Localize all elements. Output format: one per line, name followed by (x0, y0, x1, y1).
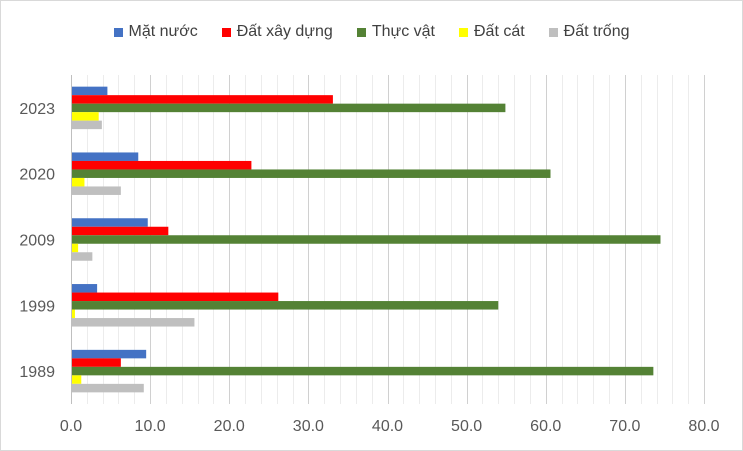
x-tick-label: 60.0 (530, 418, 561, 435)
y-tick-label: 2023 (19, 101, 55, 118)
legend-item-dat-trong: Đất trống (548, 23, 630, 41)
x-tick-label: 30.0 (293, 418, 324, 435)
y-tick-label: 2009 (19, 233, 55, 250)
bar-2023-series-2 (71, 103, 506, 113)
bar-1999-series-4 (71, 318, 195, 327)
bar-1989-series-0 (71, 349, 147, 359)
y-axis-labels: 1989 1999 2009 2020 2023 (19, 101, 55, 381)
legend: Mặt nước Đất xây dựng Thực vật Đất cát Đ… (1, 21, 742, 43)
bar-2023-series-0 (71, 86, 108, 96)
bar-2020-series-3 (71, 177, 85, 187)
legend-item-dat-xay-dung: Đất xây dựng (221, 23, 333, 41)
bar-1999-series-1 (71, 292, 279, 302)
x-axis-labels: 0.0 10.0 20.0 30.0 40.0 50.0 60.0 70.0 80.0 (60, 418, 720, 435)
bar-2020-series-4 (71, 186, 121, 195)
legend-swatch-thuc-vat (356, 27, 366, 37)
bar-2009-series-4 (71, 252, 93, 261)
x-tick-label: 20.0 (214, 418, 245, 435)
bar-1999-series-3 (71, 309, 75, 319)
legend-swatch-dat-trong (548, 27, 558, 37)
bar-2009-series-1 (71, 226, 169, 236)
bar-1999-series-0 (71, 284, 98, 293)
bar-2009-series-3 (71, 243, 79, 253)
legend-label-thuc-vat: Thực vật (371, 23, 435, 40)
bar-2009-series-0 (71, 218, 148, 227)
legend-label-dat-xay-dung: Đất xây dựng (236, 23, 333, 40)
legend-label-mat-nuoc: Mặt nước (128, 23, 198, 40)
bar-1999-series-2 (71, 301, 499, 310)
legend-swatch-mat-nuoc (113, 27, 123, 37)
legend-swatch-dat-xay-dung (221, 27, 231, 37)
bar-2023-series-1 (71, 95, 333, 104)
bar-2020-series-2 (71, 169, 551, 178)
bar-2023-series-3 (71, 112, 99, 121)
y-tick-label: 1999 (19, 298, 55, 315)
legend-swatch-dat-cat (458, 27, 468, 37)
legend-item-dat-cat: Đất cát (458, 23, 525, 41)
legend-label-dat-trong: Đất trống (563, 23, 630, 40)
bar-1989-series-3 (71, 375, 82, 384)
y-tick-label: 1989 (19, 364, 55, 381)
bar-2009-series-2 (71, 235, 661, 244)
x-tick-label: 40.0 (372, 418, 403, 435)
x-tick-label: 70.0 (609, 418, 640, 435)
legend-item-mat-nuoc: Mặt nước (113, 23, 198, 41)
bar-2020-series-0 (71, 152, 139, 161)
bar-1989-series-2 (71, 366, 654, 376)
legend-label-dat-cat: Đất cát (473, 23, 525, 40)
x-tick-label: 50.0 (451, 418, 482, 435)
x-tick-label: 80.0 (688, 418, 719, 435)
y-tick-label: 2020 (19, 167, 55, 184)
bar-2020-series-1 (71, 160, 252, 170)
bars (71, 86, 661, 393)
legend-item-thuc-vat: Thực vật (356, 23, 435, 41)
bar-1989-series-1 (71, 358, 121, 367)
x-tick-label: 0.0 (60, 418, 82, 435)
bar-1989-series-4 (71, 383, 144, 393)
x-tick-label: 10.0 (135, 418, 166, 435)
bar-2023-series-4 (71, 120, 102, 130)
